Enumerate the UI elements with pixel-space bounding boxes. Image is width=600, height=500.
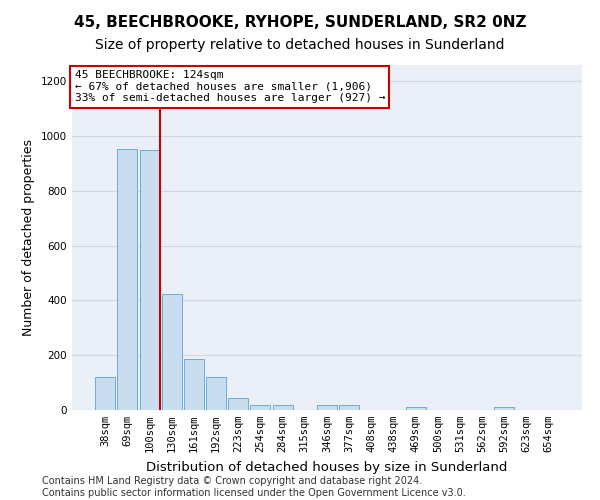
- Text: 45, BEECHBROOKE, RYHOPE, SUNDERLAND, SR2 0NZ: 45, BEECHBROOKE, RYHOPE, SUNDERLAND, SR2…: [74, 15, 526, 30]
- Bar: [184, 360, 204, 410]
- Bar: [272, 404, 293, 410]
- Bar: [317, 404, 337, 410]
- Bar: [228, 398, 248, 410]
- Text: Contains HM Land Registry data © Crown copyright and database right 2024.
Contai: Contains HM Land Registry data © Crown c…: [42, 476, 466, 498]
- Bar: [95, 377, 115, 410]
- Bar: [162, 294, 182, 410]
- Y-axis label: Number of detached properties: Number of detached properties: [22, 139, 35, 336]
- Bar: [494, 408, 514, 410]
- Bar: [206, 377, 226, 410]
- Bar: [406, 408, 426, 410]
- Bar: [118, 148, 137, 410]
- Text: 45 BEECHBROOKE: 124sqm
← 67% of detached houses are smaller (1,906)
33% of semi-: 45 BEECHBROOKE: 124sqm ← 67% of detached…: [74, 70, 385, 103]
- X-axis label: Distribution of detached houses by size in Sunderland: Distribution of detached houses by size …: [146, 460, 508, 473]
- Text: Size of property relative to detached houses in Sunderland: Size of property relative to detached ho…: [95, 38, 505, 52]
- Bar: [140, 150, 160, 410]
- Bar: [339, 404, 359, 410]
- Bar: [250, 404, 271, 410]
